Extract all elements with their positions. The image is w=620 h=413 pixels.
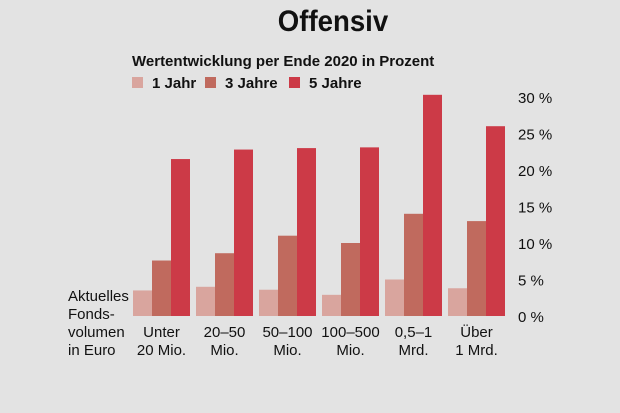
bar-3-6	[486, 126, 505, 316]
legend-label-2: 3 Jahre	[225, 75, 278, 92]
chart-title: Offensiv	[278, 5, 388, 38]
bar-2-1	[152, 260, 171, 316]
chart-subtitle: Wertentwicklung per Ende 2020 in Prozent	[132, 53, 434, 70]
x-tick-label: Mio.	[273, 342, 301, 359]
legend-swatch-2	[205, 77, 216, 88]
bar-3-2	[234, 149, 253, 316]
x-tick-label: 0,5–1	[395, 324, 433, 341]
x-axis-title-line: volumen	[68, 324, 125, 341]
x-tick-label: Mio.	[336, 342, 364, 359]
x-axis-title-line: Aktuelles	[68, 288, 129, 305]
bars	[133, 94, 505, 316]
y-tick-label: 30 %	[518, 90, 552, 107]
bar-2-6	[467, 221, 486, 316]
x-tick-label: 100–500	[321, 324, 379, 341]
x-tick-label: 1 Mrd.	[455, 342, 498, 359]
y-tick-label: 15 %	[518, 200, 552, 217]
x-tick-label: 20–50	[204, 324, 246, 341]
y-tick-label: 20 %	[518, 163, 552, 180]
bar-3-3	[297, 148, 316, 316]
chart-legend: 1 Jahr 3 Jahre 5 Jahre	[132, 75, 362, 92]
bar-2-5	[404, 213, 423, 316]
legend-label-3: 5 Jahre	[309, 75, 362, 92]
bar-2-3	[278, 235, 297, 316]
bar-1-2	[196, 286, 215, 316]
y-tick-label: 10 %	[518, 236, 552, 253]
bar-1-1	[133, 290, 152, 316]
x-tick-label: 20 Mio.	[137, 342, 186, 359]
y-tick-label: 25 %	[518, 127, 552, 144]
legend-swatch-1	[132, 77, 143, 88]
x-tick-label: Mio.	[210, 342, 238, 359]
x-axis-title-line: Fonds-	[68, 306, 115, 323]
bar-2-4	[341, 243, 360, 316]
x-tick-label: 50–100	[262, 324, 312, 341]
y-tick-label: 0 %	[518, 309, 544, 326]
legend-label-1: 1 Jahr	[152, 75, 196, 92]
y-axis: 0 % 5 % 10 % 15 % 20 % 25 % 30 %	[518, 90, 552, 326]
x-axis-title-line: in Euro	[68, 342, 116, 359]
bar-3-5	[423, 94, 442, 316]
x-tick-label: Über	[460, 323, 493, 341]
bar-1-3	[259, 289, 278, 316]
legend-swatch-3	[289, 77, 300, 88]
bar-1-5	[385, 279, 404, 316]
x-tick-label: Mrd.	[399, 342, 429, 359]
x-tick-label: Unter	[143, 324, 180, 341]
bar-3-1	[171, 159, 190, 316]
bar-2-2	[215, 253, 234, 316]
bar-1-4	[322, 294, 341, 316]
bar-3-4	[360, 147, 379, 316]
y-tick-label: 5 %	[518, 273, 544, 290]
bar-1-6	[448, 288, 467, 316]
